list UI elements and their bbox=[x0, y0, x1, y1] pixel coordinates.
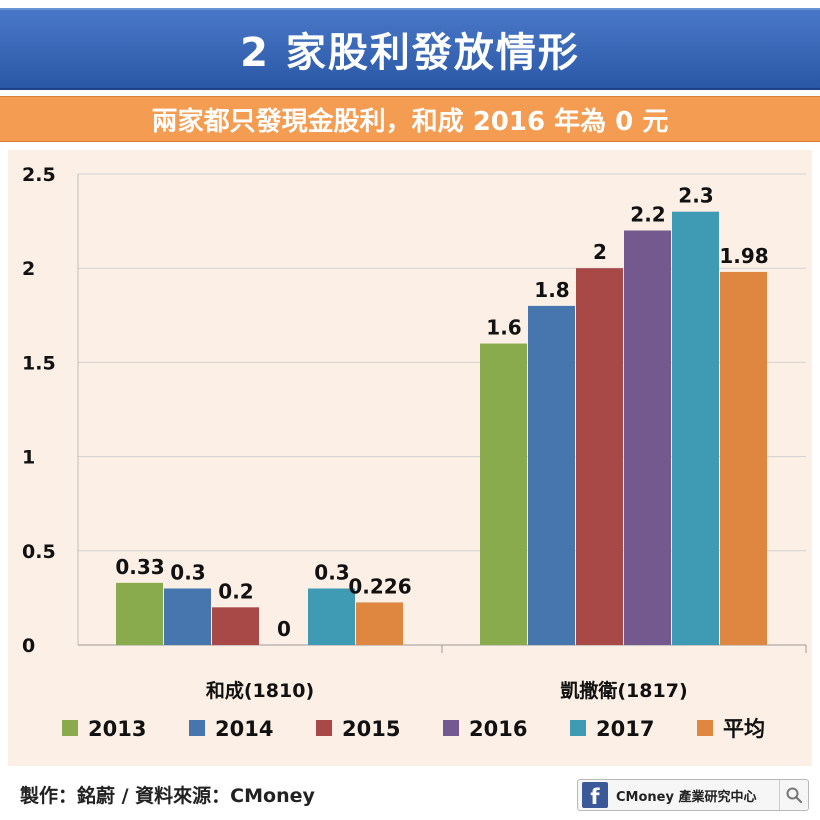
legend-swatch bbox=[189, 720, 205, 736]
legend-swatch bbox=[443, 720, 459, 736]
data-label: 1.6 bbox=[486, 316, 521, 340]
y-tick-label: 1 bbox=[22, 447, 35, 469]
data-label: 2 bbox=[593, 240, 607, 264]
bar bbox=[624, 230, 671, 645]
data-label: 2.3 bbox=[678, 184, 713, 208]
data-label: 0.2 bbox=[218, 579, 253, 603]
facebook-page-badge[interactable]: f CMoney 產業研究中心 bbox=[577, 779, 809, 811]
title-banner: 2 家股利發放情形 bbox=[0, 8, 820, 90]
bar bbox=[672, 211, 719, 645]
bar bbox=[212, 607, 259, 645]
legend-label: 2017 bbox=[596, 717, 654, 741]
data-label: 0.3 bbox=[314, 560, 349, 584]
bar bbox=[116, 582, 163, 645]
bar bbox=[308, 588, 355, 645]
category-label: 和成(1810) bbox=[206, 679, 314, 702]
bar bbox=[576, 268, 623, 645]
footer-credit: 製作：銘蔚 / 資料來源：CMoney bbox=[20, 785, 315, 807]
y-tick-label: 1.5 bbox=[22, 352, 56, 374]
page-subtitle: 兩家都只發現金股利，和成 2016 年為 0 元 bbox=[151, 106, 669, 137]
y-tick-label: 0 bbox=[22, 635, 35, 657]
data-label: 2.2 bbox=[630, 203, 665, 227]
legend-swatch bbox=[697, 720, 713, 736]
legend-swatch bbox=[62, 720, 78, 736]
category-label: 凱撒衛(1817) bbox=[560, 679, 687, 702]
legend-swatch bbox=[316, 720, 332, 736]
bar bbox=[528, 305, 575, 645]
bar bbox=[720, 271, 767, 645]
data-label: 0 bbox=[277, 617, 291, 641]
bar-chart: 00.511.522.50.33 0.30.200.30.226和成(1810)1… bbox=[22, 164, 807, 741]
data-label: 0.33 bbox=[115, 555, 164, 579]
data-label: 0.226 bbox=[348, 574, 411, 598]
search-icon[interactable] bbox=[779, 780, 808, 810]
y-tick-label: 2 bbox=[22, 258, 35, 280]
legend-label: 2015 bbox=[342, 717, 400, 741]
y-tick-label: 2.5 bbox=[22, 164, 56, 186]
data-label: 1.98 bbox=[719, 244, 768, 268]
legend-label: 2013 bbox=[88, 717, 146, 741]
y-tick-label: 0.5 bbox=[22, 541, 56, 563]
page-title: 2 家股利發放情形 bbox=[240, 30, 580, 76]
bar bbox=[356, 602, 403, 645]
legend-swatch bbox=[570, 720, 586, 736]
legend-label: 平均 bbox=[723, 717, 765, 741]
bar bbox=[480, 343, 527, 645]
facebook-page-name: CMoney 產業研究中心 bbox=[616, 789, 757, 805]
chart-panel: 0 0.5 1 1.5 2 2.5 0.33 0.3 0.2 0 0.3 0.226 和成(1810) 1… bbox=[8, 150, 812, 766]
legend-label: 2016 bbox=[469, 717, 527, 741]
bar bbox=[164, 588, 211, 645]
facebook-icon: f bbox=[582, 782, 608, 808]
subtitle-banner: 兩家都只發現金股利，和成 2016 年為 0 元 bbox=[0, 96, 820, 142]
data-label: 1.8 bbox=[534, 278, 569, 302]
legend-label: 2014 bbox=[215, 717, 273, 741]
data-label: 0.3 bbox=[170, 560, 205, 584]
